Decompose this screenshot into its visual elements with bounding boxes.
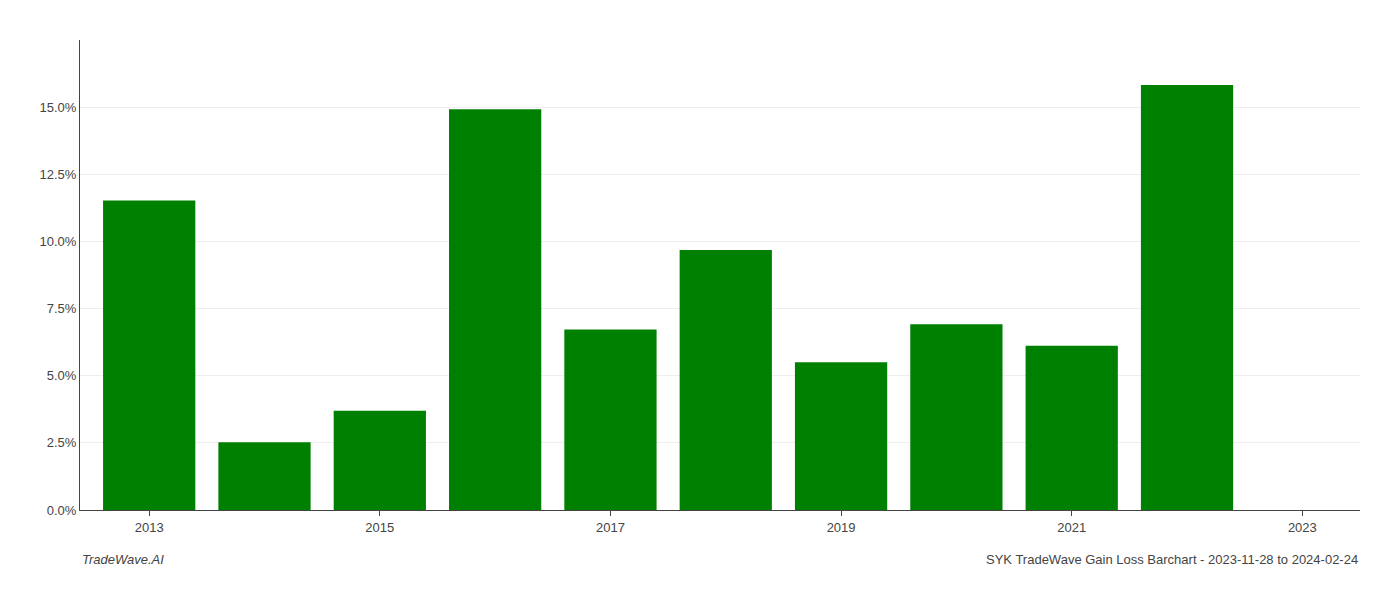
svg-text:2017: 2017 — [596, 520, 625, 535]
svg-text:2019: 2019 — [827, 520, 856, 535]
svg-text:2.5%: 2.5% — [47, 435, 77, 450]
svg-text:2013: 2013 — [135, 520, 164, 535]
svg-text:15.0%: 15.0% — [40, 100, 77, 115]
svg-text:2021: 2021 — [1057, 520, 1086, 535]
svg-text:TradeWave.AI: TradeWave.AI — [82, 552, 164, 567]
svg-text:SYK TradeWave Gain Loss Barcha: SYK TradeWave Gain Loss Barchart - 2023-… — [986, 552, 1358, 567]
svg-text:7.5%: 7.5% — [47, 301, 77, 316]
svg-text:2015: 2015 — [365, 520, 394, 535]
svg-text:2023: 2023 — [1288, 520, 1317, 535]
svg-text:0.0%: 0.0% — [47, 503, 77, 518]
svg-text:10.0%: 10.0% — [40, 234, 77, 249]
svg-text:5.0%: 5.0% — [47, 368, 77, 383]
svg-text:12.5%: 12.5% — [40, 167, 77, 182]
